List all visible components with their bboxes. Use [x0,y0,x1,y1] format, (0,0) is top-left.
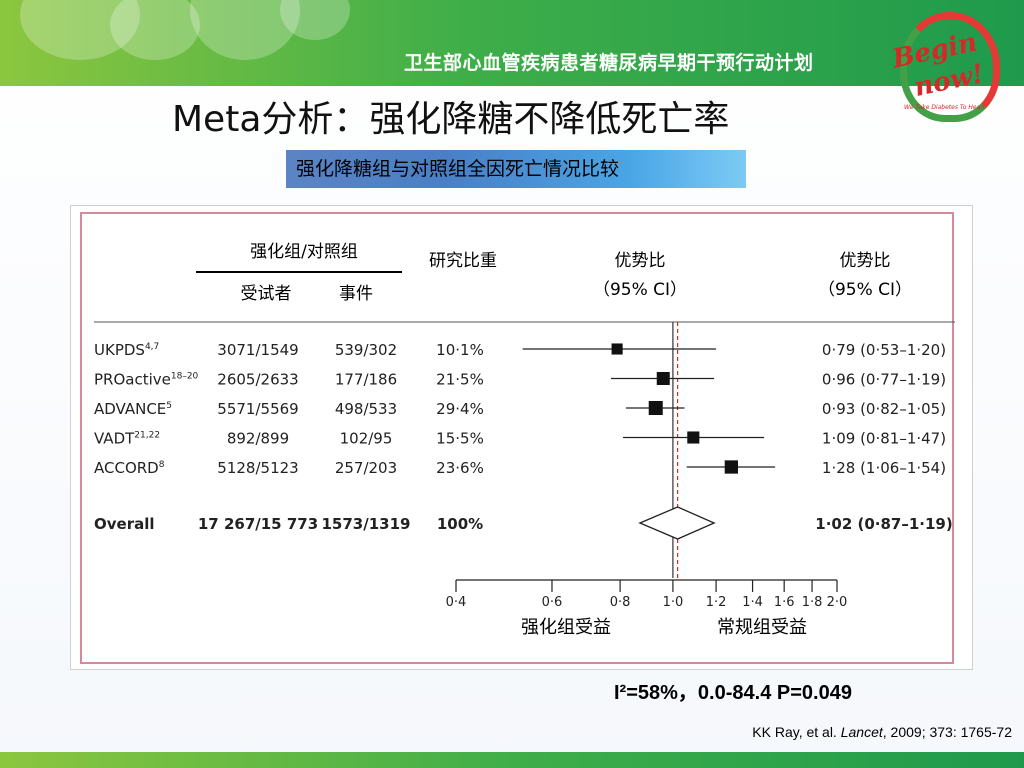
study-weight: 23·6% [436,459,484,477]
study-or-text: 1·28 (1·06–1·54) [822,459,946,477]
chart-panel [70,205,973,670]
study-events: 177/186 [335,371,397,389]
study-name: UKPDS4,7 [94,341,159,359]
study-rows: UKPDS4,7 3071/1549 539/302 10·1% 0·79 (0·53–… [94,322,953,578]
heterogeneity-stats: I²=58%，0.0-84.4 P=0.049 [614,676,852,705]
x-tick-label: 0·6 [542,595,563,610]
study-reference: 21,22 [134,431,160,441]
study-participants: 892/899 [227,430,289,448]
x-tick-label: 1·2 [706,595,727,610]
header-participants: 受试者 [241,284,292,304]
study-or-text: 0·79 (0·53–1·20) [822,341,946,359]
logo-tagline: We Take Diabetes To Heart [904,104,986,111]
study-weight: 21·5% [436,371,484,389]
subtitle-text: 强化降糖组与对照组全因死亡情况比较 [296,158,620,180]
chart-frame [80,212,954,664]
study-events: 539/302 [335,341,397,359]
overall-weight: 100% [437,515,483,533]
overall-diamond [638,506,716,540]
study-participants: 5571/5569 [217,400,298,418]
begin-now-logo: Begin now! We Take Diabetes To Heart [886,6,1016,134]
overall-events: 1573/1319 [322,515,411,533]
study-participants: 2605/2633 [217,371,298,389]
citation-rest: , 2009; 373: 1765-72 [882,724,1012,740]
x-tick-label: 1·0 [663,595,684,610]
banner-title: 卫生部心血管疾病患者糖尿病早期干预行动计划 [404,52,814,74]
study-participants: 5128/5123 [217,459,298,477]
study-name: VADT21,22 [94,430,160,448]
header-or-left: 优势比 [615,251,666,271]
study-name: ACCORD8 [94,459,165,477]
x-tick-label: 1·4 [742,595,763,610]
header-or-right-ci: （95% CI） [818,280,912,300]
x-tick-label: 2·0 [827,595,848,610]
study-reference: 8 [159,460,165,470]
citation-journal: Lancet [840,724,883,740]
x-axis: 0·4 0·6 0·8 1·0 1·2 1·4 1·6 1·8 2·0 [446,579,848,610]
x-label-left: 强化组受益 [521,617,611,638]
study-point [648,401,663,415]
header-or-left-ci: （95% CI） [593,280,687,300]
overall-participants: 17 267/15 773 [198,515,318,533]
bottom-banner [0,752,1024,768]
citation: KK Ray, et al. Lancet, 2009; 373: 1765-7… [752,724,1012,740]
study-point [656,372,670,385]
study-events: 102/95 [340,430,393,448]
study-participants: 3071/1549 [217,341,298,359]
study-reference: 4,7 [145,342,159,352]
study-weight: 15·5% [436,430,484,448]
top-banner: 卫生部心血管疾病患者糖尿病早期干预行动计划 [0,0,1024,86]
study-reference: 5 [166,401,172,411]
slide-title: Meta分析：强化降糖不降低死亡率 [172,99,730,140]
study-reference: 18–20 [171,372,199,382]
study-weight: 29·4% [436,400,484,418]
study-events: 498/533 [335,400,397,418]
study-point [611,343,623,355]
overall-or-text: 1·02 (0·87–1·19) [815,515,952,533]
study-name: ADVANCE5 [94,400,172,418]
header-weight: 研究比重 [429,251,497,271]
x-tick-label: 0·8 [610,595,631,610]
header-group: 强化组/对照组 [250,242,358,262]
study-or-text: 0·93 (0·82–1·05) [822,400,946,418]
header-or-right: 优势比 [840,251,891,271]
study-or-text: 1·09 (0·81–1·47) [822,430,946,448]
study-name: PROactive18–20 [94,371,199,389]
x-tick-label: 1·6 [774,595,795,610]
study-point [724,460,738,474]
subtitle-box [286,150,746,188]
study-weight: 10·1% [436,341,484,359]
header-events: 事件 [339,284,373,304]
citation-authors: KK Ray, et al. [752,724,841,740]
study-point [687,431,700,444]
study-events: 257/203 [335,459,397,477]
overall-name: Overall [94,515,155,533]
x-label-right: 常规组受益 [717,617,807,638]
x-tick-label: 1·8 [802,595,823,610]
study-or-text: 0·96 (0·77–1·19) [822,371,946,389]
heart-icon [900,12,1000,122]
heterogeneity-text: I²=58%，0.0-84.4 P=0.049 [614,682,852,704]
banner-decoration [110,0,200,60]
x-tick-label: 0·4 [446,595,467,610]
